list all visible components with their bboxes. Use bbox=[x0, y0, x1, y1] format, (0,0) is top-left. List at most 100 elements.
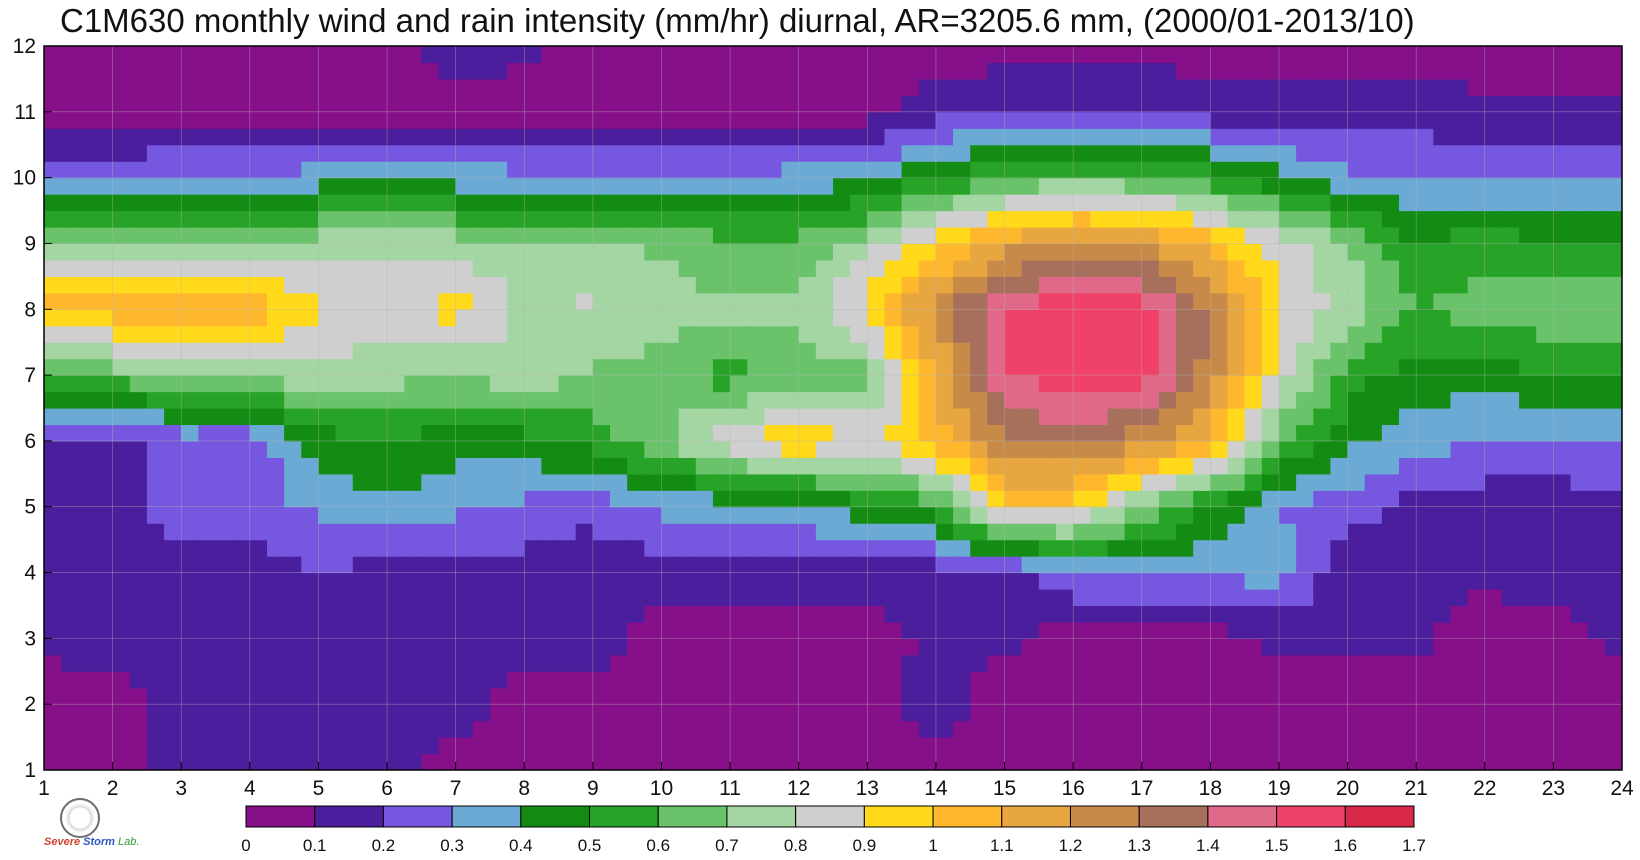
heatmap-cell bbox=[558, 539, 577, 557]
heatmap-cell bbox=[1330, 704, 1349, 722]
heatmap-cell bbox=[1587, 671, 1606, 689]
heatmap-cell bbox=[78, 621, 97, 639]
heatmap-cell bbox=[1107, 737, 1126, 755]
heatmap-cell bbox=[78, 638, 97, 656]
heatmap-cell bbox=[884, 704, 903, 722]
heatmap-cell bbox=[1416, 704, 1434, 722]
heatmap-cell bbox=[266, 589, 285, 607]
heatmap-cell bbox=[747, 704, 765, 722]
heatmap-cell bbox=[1450, 605, 1469, 623]
heatmap-cell bbox=[369, 605, 388, 623]
heatmap-cell bbox=[1090, 753, 1109, 770]
heatmap-cell bbox=[1553, 589, 1572, 607]
heatmap-cell bbox=[1433, 671, 1452, 689]
heatmap-cell bbox=[1364, 572, 1383, 590]
heatmap-cell bbox=[833, 556, 851, 574]
heatmap-cell bbox=[1158, 687, 1177, 705]
heatmap-cell bbox=[489, 523, 508, 541]
heatmap-cell bbox=[1278, 687, 1297, 705]
heatmap-cell bbox=[1073, 572, 1091, 590]
heatmap-cell bbox=[747, 556, 765, 574]
heatmap-cell bbox=[489, 753, 508, 770]
heatmap-cell bbox=[1021, 737, 1040, 755]
heatmap-cell bbox=[575, 671, 594, 689]
heatmap-cell bbox=[1073, 638, 1091, 656]
heatmap-cell bbox=[1570, 737, 1589, 755]
heatmap-cell bbox=[438, 523, 457, 541]
heatmap-cell bbox=[61, 556, 79, 574]
heatmap-cell bbox=[730, 720, 748, 738]
heatmap-cell bbox=[61, 720, 79, 738]
heatmap-cell bbox=[712, 539, 731, 557]
heatmap-cell bbox=[610, 687, 628, 705]
heatmap-cell bbox=[1141, 687, 1160, 705]
heatmap-cell bbox=[112, 589, 131, 607]
colorbar-label: 1.7 bbox=[1402, 836, 1426, 855]
heatmap-cell bbox=[232, 638, 251, 656]
heatmap-cell bbox=[610, 523, 628, 541]
heatmap-cell bbox=[1587, 753, 1606, 770]
heatmap-cell bbox=[1381, 572, 1400, 590]
heatmap-cell bbox=[301, 506, 320, 524]
heatmap-cell bbox=[266, 523, 285, 541]
heatmap-cell bbox=[164, 523, 182, 541]
heatmap-cell bbox=[1073, 589, 1091, 607]
heatmap-cell bbox=[369, 556, 388, 574]
heatmap-cell bbox=[901, 539, 920, 557]
heatmap-cell bbox=[164, 753, 182, 770]
heatmap-cell bbox=[1347, 589, 1366, 607]
heatmap-cell bbox=[1176, 605, 1194, 623]
colorbar-label: 1.1 bbox=[990, 836, 1014, 855]
heatmap-cell bbox=[627, 589, 645, 607]
heatmap-cell bbox=[1296, 605, 1314, 623]
heatmap-cell bbox=[284, 506, 302, 524]
heatmap-cell bbox=[1399, 720, 1417, 738]
heatmap-cell bbox=[1519, 671, 1537, 689]
heatmap-cell bbox=[1604, 638, 1622, 656]
heatmap-cell bbox=[95, 753, 114, 770]
heatmap-cell bbox=[1090, 605, 1109, 623]
heatmap-cell bbox=[781, 671, 800, 689]
heatmap-cell bbox=[421, 523, 440, 541]
heatmap-cell bbox=[387, 605, 405, 623]
heatmap-cell bbox=[164, 506, 182, 524]
heatmap-cell bbox=[524, 671, 543, 689]
heatmap-cell bbox=[1038, 556, 1057, 574]
heatmap-cell bbox=[1073, 506, 1091, 524]
heatmap-cell bbox=[181, 654, 199, 672]
heatmap-cell bbox=[369, 720, 388, 738]
heatmap-cell bbox=[404, 572, 422, 590]
heatmap-cell bbox=[678, 753, 697, 770]
heatmap-cell bbox=[44, 605, 62, 623]
heatmap-cell bbox=[1278, 572, 1297, 590]
heatmap-cell bbox=[472, 621, 491, 639]
heatmap-cell bbox=[987, 572, 1006, 590]
heatmap-cell bbox=[507, 539, 525, 557]
heatmap-cell bbox=[661, 556, 680, 574]
heatmap-cell bbox=[918, 687, 937, 705]
heatmap-cell bbox=[404, 506, 422, 524]
heatmap-cell bbox=[1055, 523, 1074, 541]
heatmap-cell bbox=[1587, 638, 1606, 656]
heatmap-cell bbox=[1124, 572, 1143, 590]
heatmap-cell bbox=[1210, 654, 1229, 672]
heatmap-cell bbox=[558, 556, 577, 574]
heatmap-cell bbox=[901, 621, 920, 639]
heatmap-cell bbox=[198, 753, 217, 770]
heatmap-cell bbox=[610, 556, 628, 574]
heatmap-cell bbox=[1416, 737, 1434, 755]
heatmap-cell bbox=[404, 523, 422, 541]
heatmap-cell bbox=[1141, 638, 1160, 656]
heatmap-cell bbox=[918, 753, 937, 770]
heatmap-cell bbox=[421, 638, 440, 656]
heatmap-cell bbox=[524, 539, 543, 557]
heatmap-cell bbox=[1073, 556, 1091, 574]
heatmap-cell bbox=[1381, 621, 1400, 639]
heatmap-cell bbox=[1450, 638, 1469, 656]
heatmap-cell bbox=[95, 572, 114, 590]
heatmap-cell bbox=[215, 539, 234, 557]
heatmap-cell bbox=[558, 605, 577, 623]
heatmap-cell bbox=[318, 539, 337, 557]
heatmap-cell bbox=[1141, 572, 1160, 590]
